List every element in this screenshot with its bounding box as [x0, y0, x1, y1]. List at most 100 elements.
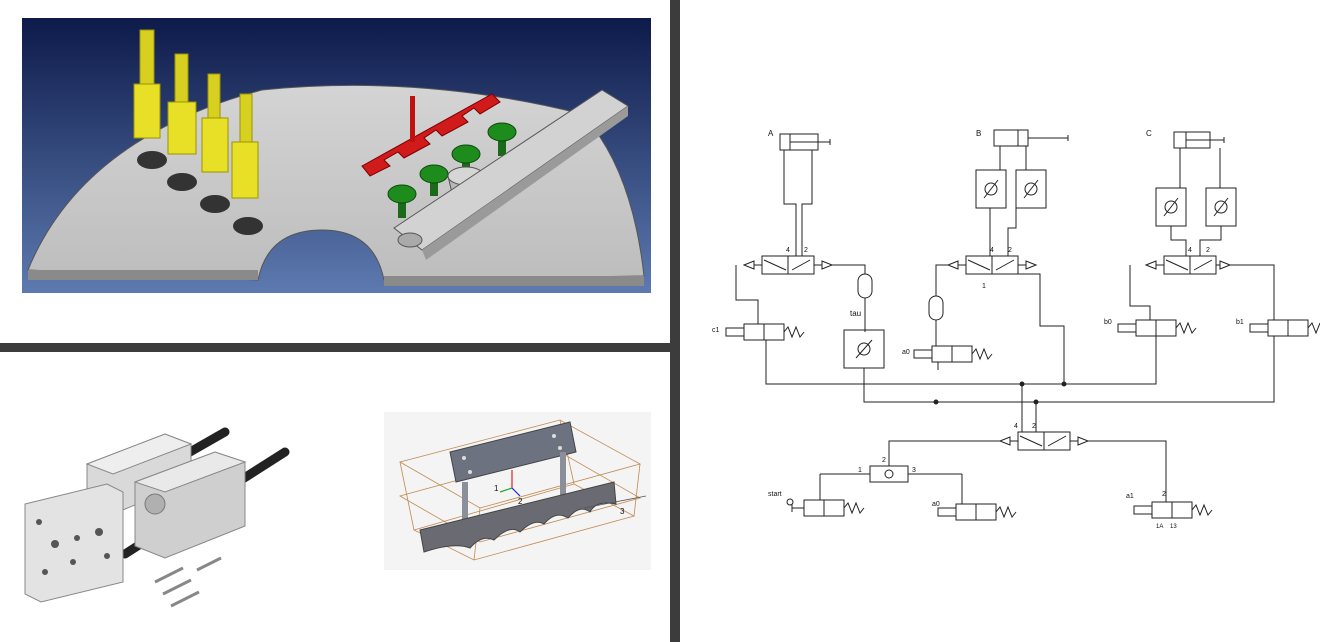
gripper-plate-holes [462, 434, 562, 474]
valve-label-a1: a1 [1126, 493, 1134, 500]
green-pin [451, 144, 481, 176]
valve-a0-top [913, 264, 993, 363]
line-b-port [989, 146, 1027, 256]
plate-edge [28, 270, 644, 286]
valve-label-b1: b1 [1236, 319, 1244, 326]
port-2-shuttle: 2 [882, 457, 886, 464]
yellow-pin [167, 53, 197, 155]
valve-label-a0-top: a0 [902, 349, 910, 356]
plate-hole [137, 151, 167, 169]
port-4-a: 4 [786, 247, 790, 254]
linear-guide-render [24, 427, 290, 608]
line-a-port [783, 150, 813, 256]
turntable-3d-render [22, 18, 651, 293]
plate-screw-hole [104, 553, 110, 559]
vertical-divider [670, 0, 680, 642]
port-2-seq: 2 [1032, 423, 1036, 430]
slide-arm-roller [397, 232, 423, 248]
supply-lines [765, 273, 1275, 410]
front-plate [24, 483, 124, 603]
cylinder-label-a: A [768, 129, 774, 138]
loose-screws [154, 556, 222, 608]
linear-guide-panel [15, 412, 305, 612]
valve-label-a0-bottom: a0 [932, 501, 940, 508]
port-2-a: 2 [804, 247, 808, 254]
yellow-pin [133, 29, 161, 139]
timer-throttle [843, 329, 885, 369]
guide-housing-top [85, 433, 193, 475]
port-4-c: 4 [1188, 247, 1192, 254]
plate-screw-hole [74, 535, 80, 541]
valve-b0 [1117, 265, 1197, 337]
plate-screw-hole [36, 519, 42, 525]
plate-hole [233, 217, 263, 235]
horizontal-divider [0, 343, 670, 352]
axis-label-3: 3 [620, 507, 625, 516]
valve-b1 [1230, 264, 1320, 337]
port-4-b: 4 [990, 247, 994, 254]
axis-line [583, 495, 647, 509]
valve-c1 [725, 265, 805, 341]
flow-control-valve-b1 [975, 169, 1007, 209]
valve-a1 [1088, 440, 1213, 519]
valve-start [786, 474, 865, 517]
axis-label-1: 1 [494, 484, 499, 493]
axis-label-2: 2 [518, 497, 523, 506]
valve-label-c1: c1 [712, 327, 720, 334]
line-c-port [1170, 148, 1222, 256]
green-pin [487, 122, 517, 156]
valve-label-b0: b0 [1104, 319, 1112, 326]
plate-screw-hole [70, 559, 76, 565]
plate-hole [200, 195, 230, 213]
carriage-block-top [133, 451, 247, 493]
carriage-bore [144, 493, 166, 515]
axis-triad [499, 470, 521, 497]
gripper-leg [462, 482, 468, 538]
yellow-pin [201, 73, 229, 173]
plate-screw-hole [51, 540, 59, 548]
shuttle-valve [820, 440, 1000, 483]
sequence-valve [998, 410, 1090, 451]
wireframe-panel: 1 2 3 [384, 412, 651, 570]
flow-control-valve-c1 [1155, 187, 1187, 227]
cylinder-a [779, 133, 831, 151]
port-2-a1: 2 [1162, 491, 1166, 498]
pneumatic-circuit-panel: A B C [700, 110, 1320, 550]
gripper-cradle [419, 481, 617, 553]
main-valve-a [761, 255, 815, 275]
timer-volume [832, 264, 873, 332]
port-1-b: 1 [982, 283, 986, 290]
plate-screw-hole [42, 569, 48, 575]
red-bracket [361, 93, 501, 177]
cylinder-c [1173, 131, 1225, 149]
port-2-c: 2 [1206, 247, 1210, 254]
wireframe-render: 1 2 3 [398, 419, 647, 561]
flow-control-valve-b2 [1015, 169, 1047, 209]
valve-label-start: start [768, 491, 782, 498]
timer-label: tau [850, 309, 861, 318]
port-1-shuttle: 1 [858, 467, 862, 474]
plate-screw-hole [95, 528, 103, 536]
valve-a0-bottom [937, 474, 1017, 521]
port-1A-a1: 1A [1156, 524, 1163, 530]
main-valve-c [1163, 255, 1217, 275]
slide-arm-side [422, 106, 628, 260]
pilot-arrows [742, 260, 1232, 270]
gripper-leg [560, 452, 566, 512]
red-lever [410, 96, 415, 142]
port-13-a1: 13 [1170, 524, 1177, 530]
port-2-b: 2 [1008, 247, 1012, 254]
green-pin [387, 184, 417, 218]
yellow-pin [231, 93, 259, 199]
cylinder-label-c: C [1146, 129, 1152, 138]
flow-control-valve-c2 [1205, 187, 1237, 227]
port-4-seq: 4 [1014, 423, 1018, 430]
pneumatic-circuit-svg: A B C [712, 129, 1320, 530]
turntable-3d-panel [22, 18, 651, 293]
port-3-shuttle: 3 [912, 467, 916, 474]
cylinder-b [993, 129, 1069, 147]
main-valve-b [965, 255, 1019, 275]
plate-hole [167, 173, 197, 191]
cylinder-label-b: B [976, 129, 981, 138]
gripper-top-plate [449, 421, 577, 483]
